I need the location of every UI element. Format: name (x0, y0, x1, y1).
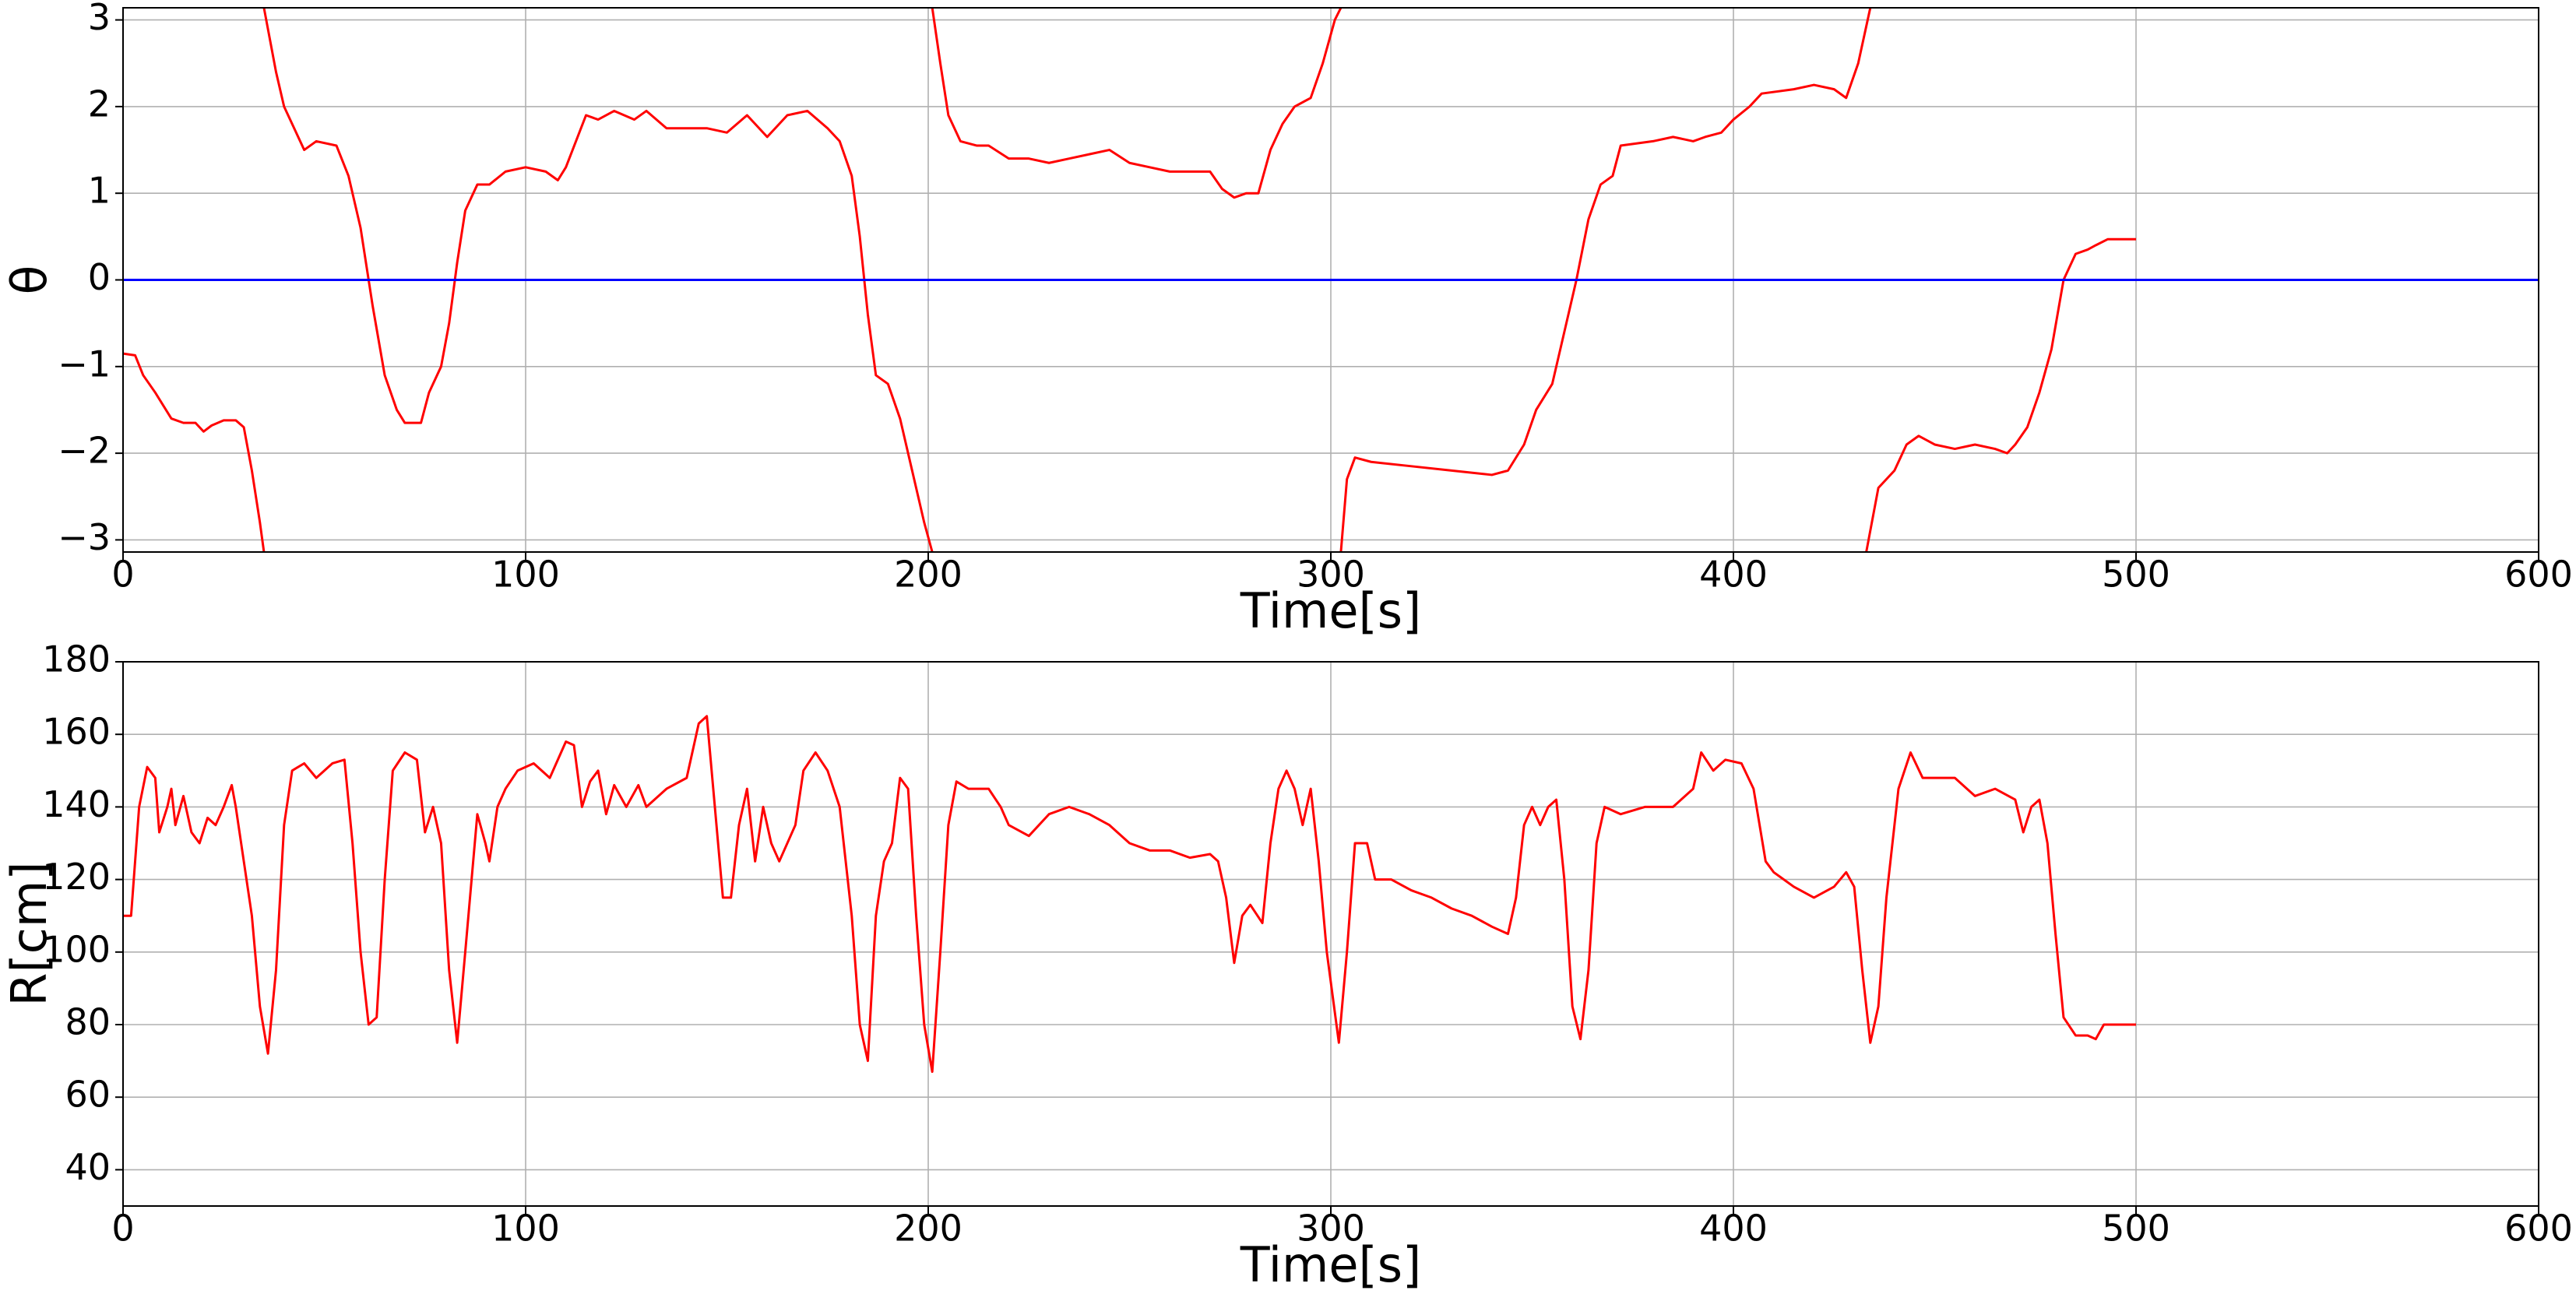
x-tick-label: 500 (2102, 1208, 2170, 1250)
x-tick-label: 100 (491, 554, 560, 596)
y-axis-label: R[cm] (1, 862, 58, 1007)
data-line (123, 715, 2136, 1074)
y-axis-label: θ (1, 265, 58, 295)
x-tick-label: 200 (894, 1208, 962, 1250)
y-tick-label: 3 (88, 0, 111, 38)
y-tick-label: 180 (42, 638, 111, 680)
y-tick-label: 2 (88, 83, 111, 125)
x-axis-label: Time[s] (1240, 582, 1421, 639)
x-tick-label: 0 (111, 554, 134, 596)
axes-frame (122, 7, 2539, 553)
y-tick-label: 80 (65, 1001, 111, 1043)
x-tick-label: 300 (1297, 554, 1365, 596)
y-tick-label: −3 (58, 516, 111, 558)
x-tick-label: 100 (491, 1208, 560, 1250)
y-tick-label: 1 (88, 170, 111, 212)
x-tick-label: 500 (2102, 554, 2170, 596)
x-tick-label: 0 (111, 1208, 134, 1250)
x-tick-label: 400 (1699, 554, 1768, 596)
y-tick-label: 100 (42, 928, 111, 970)
data-line (122, 7, 2136, 553)
y-tick-label: 40 (65, 1146, 111, 1188)
x-tick-label: 200 (894, 554, 962, 596)
x-axis-label: Time[s] (1240, 1236, 1421, 1293)
x-tick-label: 400 (1699, 1208, 1768, 1250)
x-tick-label: 600 (2504, 554, 2573, 596)
y-tick-label: −1 (58, 343, 111, 385)
y-tick-label: 60 (65, 1074, 111, 1116)
x-tick-label: 300 (1297, 1208, 1365, 1250)
axes-frame (122, 661, 2539, 1207)
x-tick-label: 600 (2504, 1208, 2573, 1250)
y-tick-label: 160 (42, 711, 111, 753)
y-tick-label: 0 (88, 256, 111, 298)
y-tick-label: 120 (42, 856, 111, 898)
y-tick-label: −2 (58, 430, 111, 472)
y-tick-label: 140 (42, 783, 111, 825)
